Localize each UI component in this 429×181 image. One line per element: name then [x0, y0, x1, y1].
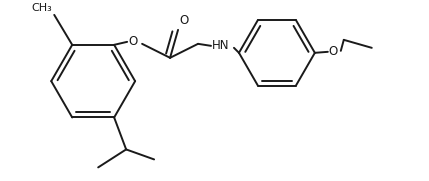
Text: HN: HN [212, 39, 230, 52]
Text: CH₃: CH₃ [31, 3, 52, 13]
Text: O: O [128, 35, 137, 48]
Text: O: O [179, 14, 188, 27]
Text: O: O [329, 45, 338, 58]
